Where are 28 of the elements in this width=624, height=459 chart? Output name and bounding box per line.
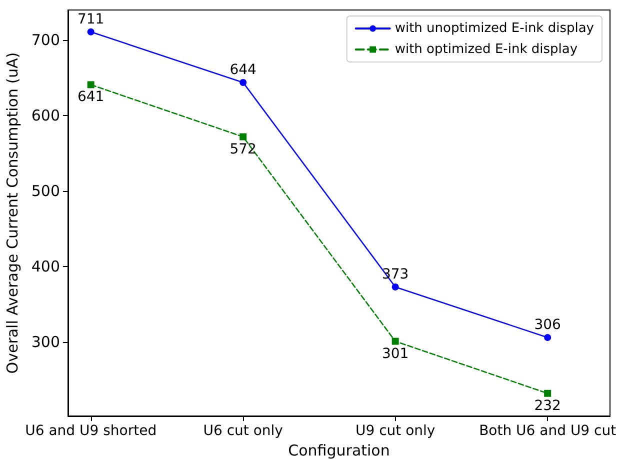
x-tick-label: Both U6 and U9 cut [479, 423, 617, 439]
point [240, 78, 247, 86]
legend-label: with unoptimized E-ink display [394, 21, 594, 36]
data-label: 644 [230, 62, 257, 78]
x-tick-label: U6 cut only [203, 423, 283, 439]
point [87, 81, 94, 88]
y-axis-title: Overall Average Current Consumption (uA) [4, 52, 22, 374]
point [392, 283, 399, 290]
point [392, 338, 399, 345]
point [87, 28, 94, 36]
y-tick-label: 600 [31, 106, 60, 125]
data-label: 641 [77, 89, 104, 106]
data-label: 711 [77, 11, 104, 28]
legend-label: with optimized E-ink display [394, 42, 578, 57]
y-tick-label: 400 [31, 258, 60, 276]
data-label: 572 [230, 141, 256, 158]
point [544, 390, 552, 397]
point [240, 133, 247, 140]
data-label: 232 [534, 398, 561, 414]
point [544, 334, 552, 342]
x-tick-label: U6 and U9 shorted [25, 423, 157, 439]
x-tick-label: U9 cut only [355, 423, 436, 439]
y-tick-label: 500 [31, 182, 60, 200]
data-label: 301 [382, 346, 409, 362]
y-tick-label: 300 [31, 333, 60, 352]
x-axis-title: Configuration [288, 441, 390, 459]
data-label: 306 [534, 317, 562, 334]
y-tick-label: 700 [31, 31, 60, 50]
